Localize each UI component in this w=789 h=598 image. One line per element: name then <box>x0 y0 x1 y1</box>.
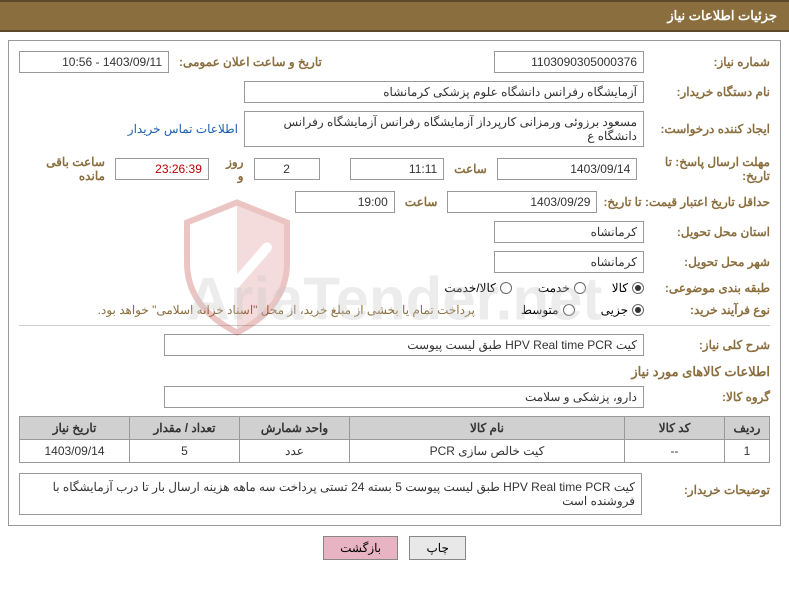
validity-date: 1403/09/29 <box>447 191 597 213</box>
contact-link[interactable]: اطلاعات تماس خریدار <box>128 122 238 136</box>
th-code: کد کالا <box>625 417 725 440</box>
buyer-device-label: نام دستگاه خریدار: <box>650 85 770 99</box>
general-desc-label: شرح کلی نیاز: <box>650 338 770 352</box>
radio-both[interactable]: کالا/خدمت <box>444 281 511 295</box>
radio-medium-dot <box>563 304 575 316</box>
row-buyer-device: نام دستگاه خریدار: آزمایشگاه رفرانس دانش… <box>19 81 770 103</box>
validity-label: حداقل تاریخ اعتبار قیمت: تا تاریخ: <box>603 195 770 209</box>
row-need-number: شماره نیاز: 1103090305000376 تاریخ و ساع… <box>19 51 770 73</box>
days-value: 2 <box>254 158 320 180</box>
row-purchase-type: نوع فرآیند خرید: جزیی متوسط پرداخت تمام … <box>19 303 770 317</box>
row-requester: ایجاد کننده درخواست: مسعود برزوئی ورمزان… <box>19 111 770 147</box>
purchase-type-label: نوع فرآیند خرید: <box>650 303 770 317</box>
buyer-note-label: توضیحات خریدار: <box>650 473 770 497</box>
radio-service-label: خدمت <box>538 281 570 295</box>
radio-service[interactable]: خدمت <box>538 281 586 295</box>
time-label-1: ساعت <box>450 162 491 176</box>
deadline-label: مهلت ارسال پاسخ: تا تاریخ: <box>643 155 770 183</box>
th-date: تاریخ نیاز <box>20 417 130 440</box>
page-title: جزئیات اطلاعات نیاز <box>667 8 777 23</box>
table-row: 1 -- کیت خالص سازی PCR عدد 5 1403/09/14 <box>20 440 770 463</box>
th-name: نام کالا <box>350 417 625 440</box>
row-validity: حداقل تاریخ اعتبار قیمت: تا تاریخ: 1403/… <box>19 191 770 213</box>
buyer-note-value: کیت HPV Real time PCR طبق لیست پیوست 5 ب… <box>19 473 642 515</box>
countdown: 23:26:39 <box>115 158 209 180</box>
announce-value: 1403/09/11 - 10:56 <box>19 51 169 73</box>
row-general-desc: شرح کلی نیاز: کیت HPV Real time PCR طبق … <box>19 334 770 356</box>
radio-goods[interactable]: کالا <box>612 281 644 295</box>
page-header: جزئیات اطلاعات نیاز <box>0 0 789 32</box>
back-button[interactable]: بازگشت <box>323 536 398 560</box>
buyer-device-value: آزمایشگاه رفرانس دانشگاه علوم پزشکی کرما… <box>244 81 644 103</box>
deadline-date: 1403/09/14 <box>497 158 637 180</box>
row-buyer-note: توضیحات خریدار: کیت HPV Real time PCR طب… <box>19 473 770 515</box>
general-desc-value: کیت HPV Real time PCR طبق لیست پیوست <box>164 334 644 356</box>
goods-table: ردیف کد کالا نام کالا واحد شمارش تعداد /… <box>19 416 770 463</box>
td-qty: 5 <box>130 440 240 463</box>
radio-service-dot <box>574 282 586 294</box>
radio-medium-label: متوسط <box>521 303 559 317</box>
city-value: کرمانشاه <box>494 251 644 273</box>
announce-label: تاریخ و ساعت اعلان عمومی: <box>175 55 326 69</box>
requester-value: مسعود برزوئی ورمزانی کارپرداز آزمایشگاه … <box>244 111 644 147</box>
th-qty: تعداد / مقدار <box>130 417 240 440</box>
province-label: استان محل تحویل: <box>650 225 770 239</box>
table-header-row: ردیف کد کالا نام کالا واحد شمارش تعداد /… <box>20 417 770 440</box>
radio-goods-dot <box>632 282 644 294</box>
province-value: کرمانشاه <box>494 221 644 243</box>
td-num: 1 <box>725 440 770 463</box>
city-label: شهر محل تحویل: <box>650 255 770 269</box>
validity-time: 19:00 <box>295 191 395 213</box>
row-goods-group: گروه کالا: دارو، پزشکی و سلامت <box>19 386 770 408</box>
deadline-time: 11:11 <box>350 158 444 180</box>
radio-minor[interactable]: جزیی <box>601 303 644 317</box>
radio-minor-dot <box>632 304 644 316</box>
goods-section-header: اطلاعات کالاهای مورد نیاز <box>19 364 770 380</box>
payment-note: پرداخت تمام یا بخشی از مبلغ خرید، از محل… <box>98 303 475 317</box>
days-label: روز و <box>215 155 248 183</box>
td-code: -- <box>625 440 725 463</box>
time-label-2: ساعت <box>401 195 442 209</box>
radio-medium[interactable]: متوسط <box>521 303 575 317</box>
main-fieldset: شماره نیاز: 1103090305000376 تاریخ و ساع… <box>8 40 781 526</box>
button-row: چاپ بازگشت <box>8 536 781 560</box>
th-row: ردیف <box>725 417 770 440</box>
row-classify: طبقه بندی موضوعی: کالا خدمت کالا/خدمت <box>19 281 770 295</box>
goods-group-value: دارو، پزشکی و سلامت <box>164 386 644 408</box>
need-number-value: 1103090305000376 <box>494 51 644 73</box>
radio-minor-label: جزیی <box>601 303 628 317</box>
th-unit: واحد شمارش <box>240 417 350 440</box>
remaining-label: ساعت باقی مانده <box>19 155 109 183</box>
goods-group-label: گروه کالا: <box>650 390 770 404</box>
need-number-label: شماره نیاز: <box>650 55 770 69</box>
td-name: کیت خالص سازی PCR <box>350 440 625 463</box>
radio-goods-label: کالا <box>612 281 628 295</box>
requester-label: ایجاد کننده درخواست: <box>650 122 770 136</box>
td-date: 1403/09/14 <box>20 440 130 463</box>
radio-both-label: کالا/خدمت <box>444 281 495 295</box>
row-deadline: مهلت ارسال پاسخ: تا تاریخ: 1403/09/14 سا… <box>19 155 770 183</box>
td-unit: عدد <box>240 440 350 463</box>
classify-label: طبقه بندی موضوعی: <box>650 281 770 295</box>
row-province: استان محل تحویل: کرمانشاه <box>19 221 770 243</box>
print-button[interactable]: چاپ <box>409 536 465 560</box>
row-city: شهر محل تحویل: کرمانشاه <box>19 251 770 273</box>
radio-both-dot <box>500 282 512 294</box>
